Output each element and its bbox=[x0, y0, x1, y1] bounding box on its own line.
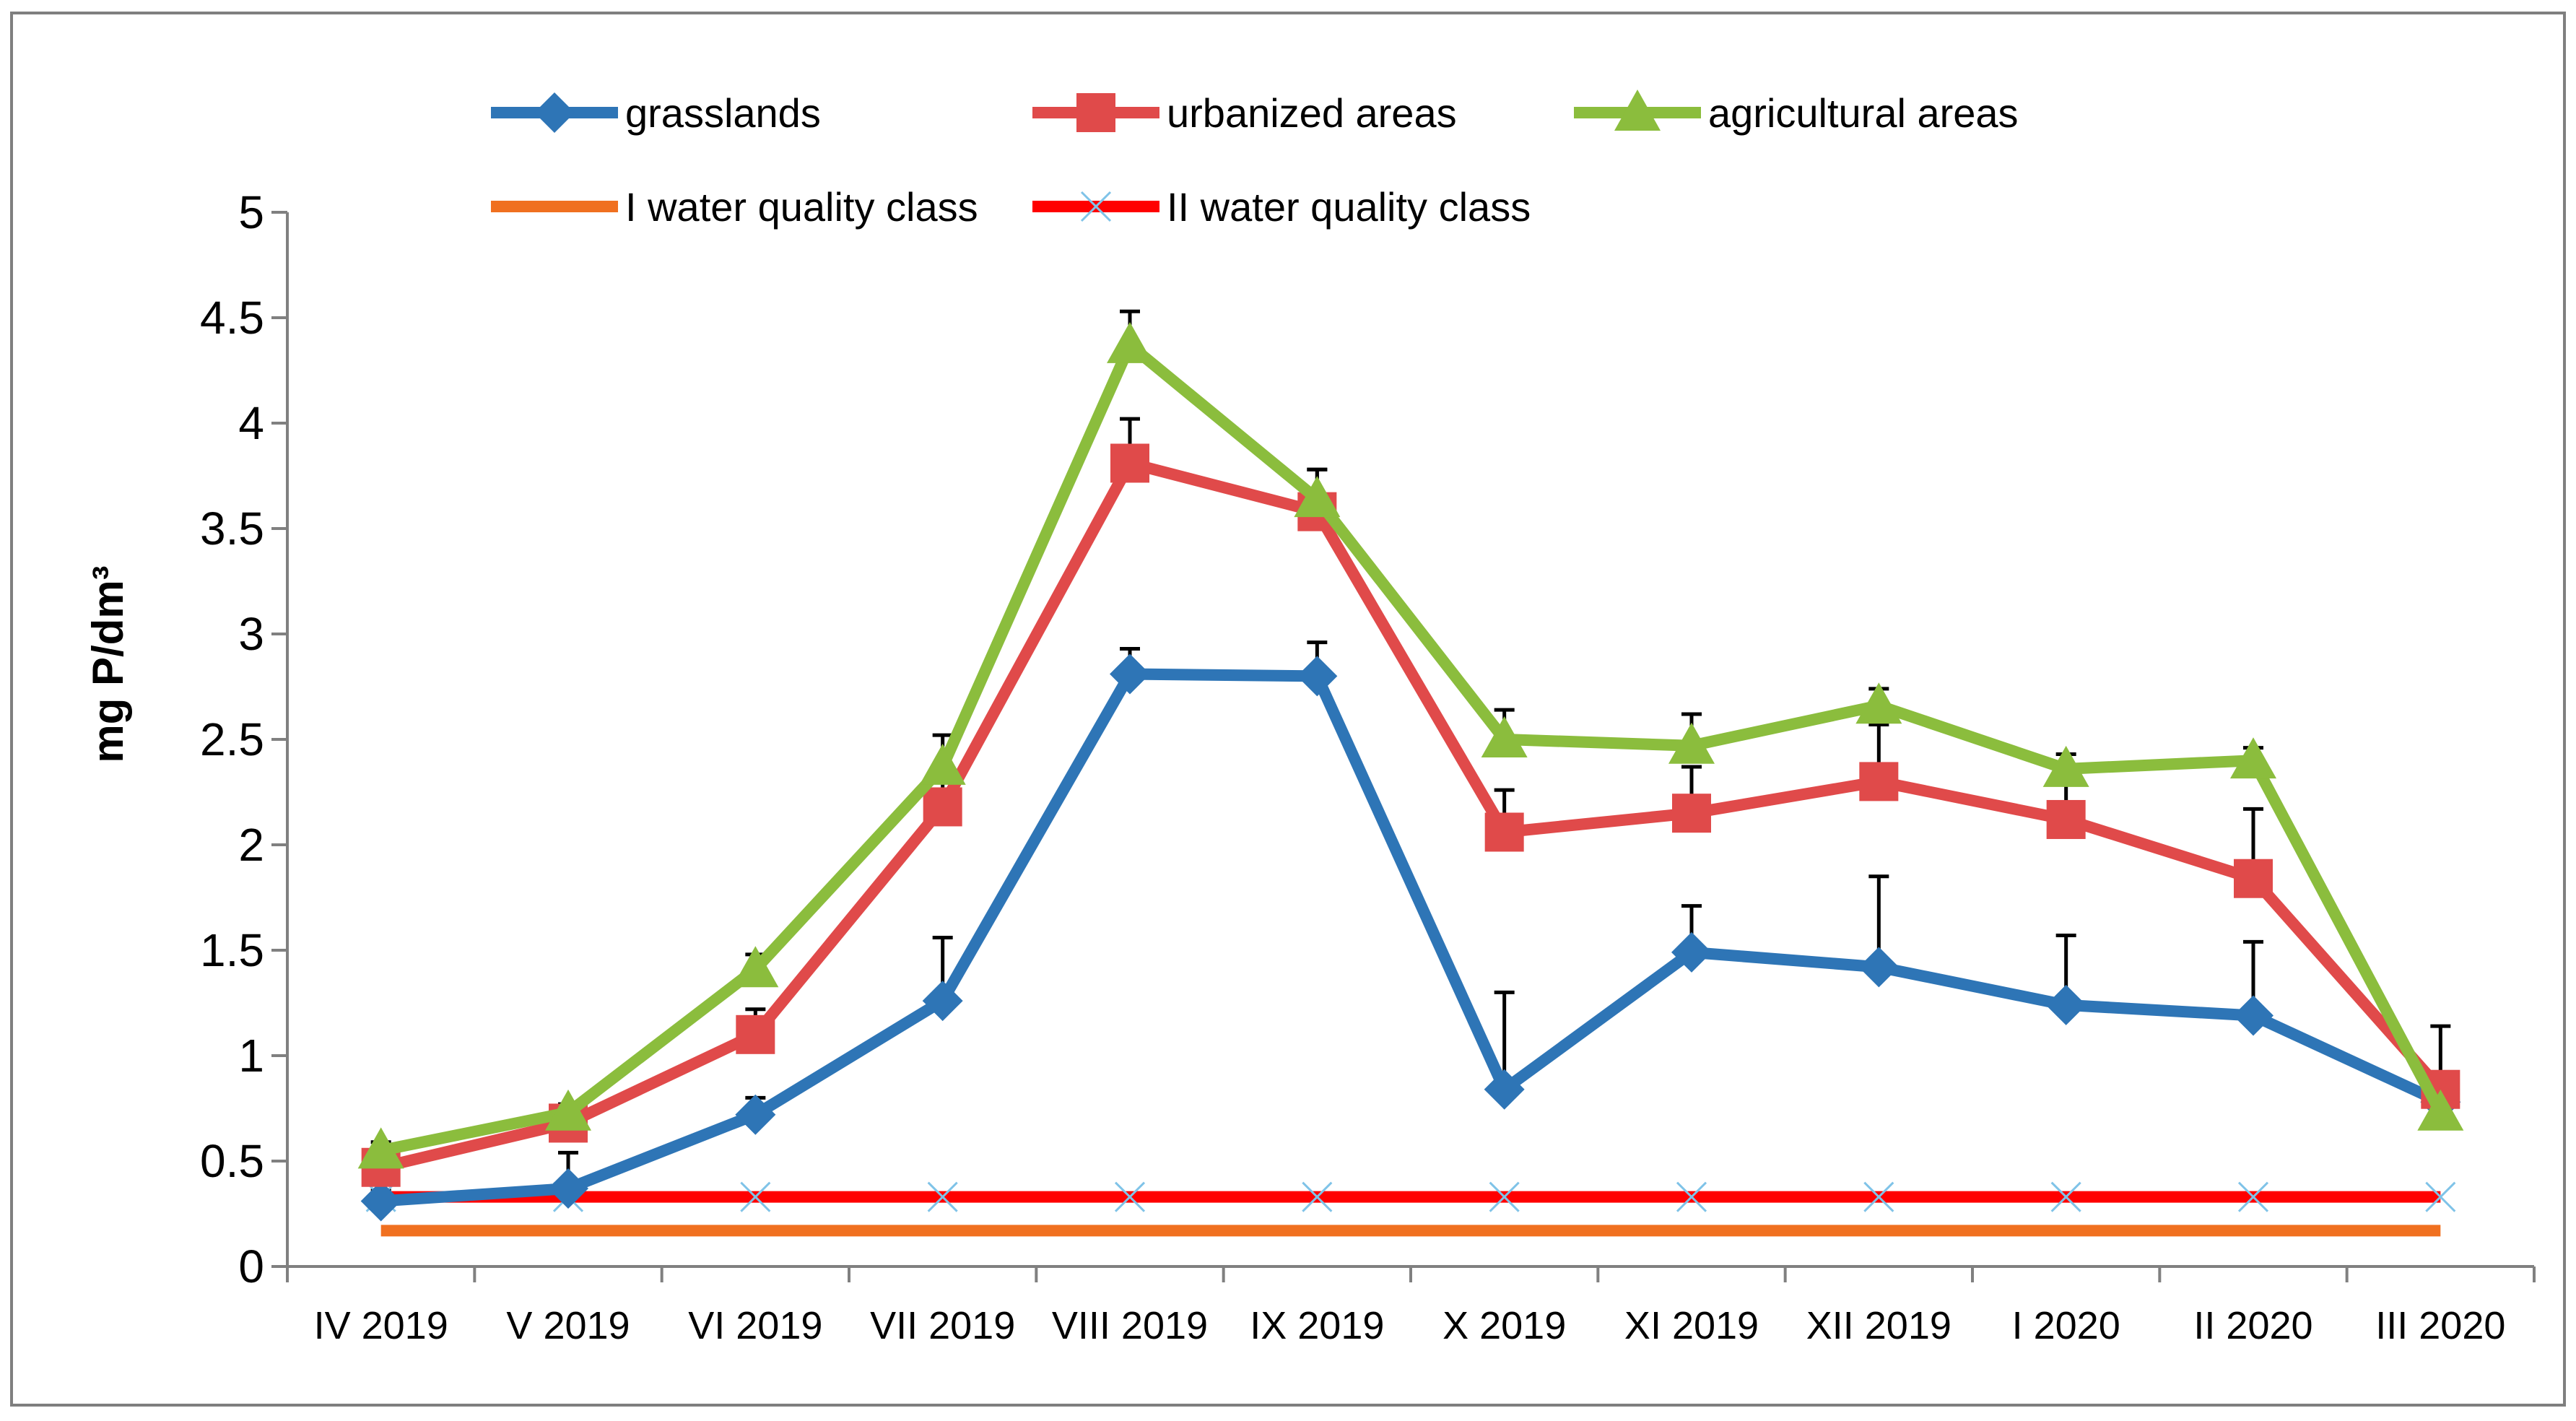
y-tick-label: 2.5 bbox=[200, 713, 264, 765]
y-tick-label: 1 bbox=[238, 1030, 264, 1082]
y-tick-label: 2 bbox=[238, 819, 264, 871]
data-point bbox=[1858, 947, 1900, 988]
data-point bbox=[1855, 682, 1902, 724]
legend-marker bbox=[1080, 191, 1112, 222]
legend-item: agricultural areas bbox=[1574, 90, 2019, 136]
legend-label: grasslands bbox=[625, 90, 821, 136]
series-grasslands bbox=[360, 653, 2461, 1222]
data-point bbox=[922, 981, 963, 1022]
data-point bbox=[1676, 1181, 1707, 1212]
x-tick-label: I 2020 bbox=[2012, 1304, 2120, 1347]
y-tick-label: 1.5 bbox=[200, 924, 264, 976]
legend-item: urbanized areas bbox=[1032, 90, 1457, 136]
legend-label: urbanized areas bbox=[1167, 90, 1457, 136]
data-point bbox=[2237, 1181, 2269, 1212]
legend-marker bbox=[1076, 93, 1115, 132]
data-point bbox=[923, 787, 962, 827]
legend-label: I water quality class bbox=[625, 184, 978, 230]
data-point bbox=[1671, 931, 1712, 973]
data-point bbox=[1672, 794, 1711, 833]
data-point bbox=[1114, 1181, 1146, 1212]
y-tick-label: 0.5 bbox=[200, 1135, 264, 1187]
data-point bbox=[1110, 443, 1149, 483]
legend-label: agricultural areas bbox=[1708, 90, 2019, 136]
x-tick-label: III 2020 bbox=[2375, 1304, 2505, 1347]
legend-marker bbox=[1614, 90, 1661, 131]
series-line bbox=[379, 457, 2445, 1173]
data-point bbox=[736, 1014, 775, 1054]
data-point bbox=[1481, 716, 1528, 757]
y-tick-label: 3.5 bbox=[200, 503, 264, 555]
x-tick-label: X 2019 bbox=[1443, 1304, 1566, 1347]
data-point bbox=[545, 1089, 591, 1131]
data-point bbox=[2417, 1089, 2464, 1131]
data-point bbox=[1668, 722, 1715, 764]
legend-item: grasslands bbox=[491, 90, 821, 136]
data-point bbox=[927, 1181, 958, 1212]
data-point bbox=[1110, 653, 1150, 695]
data-point bbox=[1484, 1069, 1525, 1110]
series-line bbox=[380, 339, 2446, 1157]
data-point bbox=[2050, 1181, 2081, 1212]
y-axis-title: mg P/dm³ bbox=[84, 565, 132, 762]
x-tick-label: IV 2019 bbox=[314, 1304, 448, 1347]
data-point bbox=[1294, 476, 1341, 518]
chart-frame bbox=[10, 12, 2566, 1407]
y-tick-label: 4.5 bbox=[200, 292, 264, 344]
data-point bbox=[2046, 799, 2086, 839]
data-point bbox=[1302, 1181, 1333, 1212]
series-agricultural-areas bbox=[357, 321, 2464, 1169]
series-layer bbox=[357, 321, 2464, 1237]
data-point bbox=[2234, 859, 2273, 898]
legend-item: II water quality class bbox=[1032, 184, 1531, 230]
x-tick-label: XII 2019 bbox=[1806, 1304, 1951, 1347]
series-line bbox=[380, 668, 2443, 1207]
data-point bbox=[1107, 321, 1153, 363]
data-point bbox=[732, 946, 779, 988]
data-point bbox=[1489, 1181, 1520, 1212]
x-tick-label: IX 2019 bbox=[1250, 1304, 1384, 1347]
data-point bbox=[357, 1127, 404, 1169]
data-point bbox=[919, 743, 966, 785]
axes-layer: 0 0.5 1 1.5 2 2.5 3 3.5 4 4.5 5 IV 2019 V 2019 VI 201… bbox=[200, 186, 2536, 1347]
data-point bbox=[2425, 1181, 2456, 1212]
y-tick-label: 5 bbox=[238, 186, 264, 238]
x-tick-label: II 2020 bbox=[2193, 1304, 2312, 1347]
x-tick-label: XI 2019 bbox=[1624, 1304, 1759, 1347]
data-point bbox=[1859, 762, 1899, 801]
data-point bbox=[2042, 745, 2089, 787]
data-point bbox=[360, 1181, 401, 1222]
data-point bbox=[735, 1094, 776, 1135]
x-tick-label: VII 2019 bbox=[870, 1304, 1015, 1347]
legend-marker bbox=[534, 92, 575, 133]
data-point bbox=[2230, 737, 2276, 779]
legend-label: II water quality class bbox=[1167, 184, 1531, 230]
data-point bbox=[1297, 656, 1338, 697]
x-tick-label: VIII 2019 bbox=[1052, 1304, 1208, 1347]
data-point bbox=[2233, 995, 2273, 1036]
data-point bbox=[740, 1181, 771, 1212]
data-point bbox=[1863, 1181, 1894, 1212]
legend-item: I water quality class bbox=[491, 184, 978, 230]
series-ii-water-quality-class bbox=[365, 1181, 2456, 1212]
x-tick-label: V 2019 bbox=[506, 1304, 630, 1347]
y-tick-label: 4 bbox=[238, 397, 264, 449]
data-point bbox=[1484, 812, 1524, 852]
y-tick-label: 0 bbox=[238, 1240, 264, 1292]
data-point bbox=[2045, 984, 2087, 1025]
x-tick-label: VI 2019 bbox=[688, 1304, 822, 1347]
legend: grasslands urbanized areas agricultural ar… bbox=[491, 90, 2019, 230]
y-tick-label: 3 bbox=[238, 608, 264, 660]
series-urbanized-areas bbox=[361, 443, 2460, 1187]
data-point bbox=[548, 1168, 588, 1209]
